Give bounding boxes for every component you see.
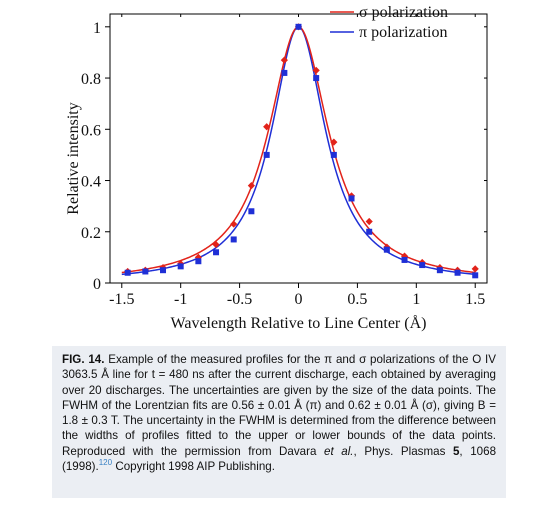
data-point-pi (295, 23, 302, 30)
data-point-pi (436, 267, 443, 274)
data-point-pi (366, 228, 373, 235)
data-point-sigma (365, 217, 373, 226)
y-axis-label: Relative intensity (65, 102, 82, 214)
x-tick-label: -1 (174, 291, 187, 308)
data-point-sigma (212, 240, 220, 249)
caption-et-al: et al. (324, 444, 354, 458)
data-point-pi (330, 151, 337, 158)
y-tick-label: 1 (93, 20, 101, 37)
data-point-sigma (194, 253, 202, 261)
data-point-pi (177, 263, 184, 270)
data-point-pi (454, 269, 461, 276)
x-tick-label: 1 (412, 291, 420, 308)
data-point-pi (230, 236, 237, 243)
caption-text-2: , Phys. Plasmas (353, 444, 453, 458)
data-point-pi (472, 272, 479, 279)
caption-text-3: , 1068 (1998). (62, 444, 497, 474)
data-point-pi (383, 246, 390, 253)
data-point-pi (124, 269, 131, 276)
fit-curve-pi (121, 26, 476, 276)
data-point-pi (313, 75, 320, 82)
data-point-sigma (230, 220, 238, 228)
caption-volume: 5 (452, 444, 460, 458)
y-tick-label: 0.8 (81, 71, 101, 88)
data-point-sigma (247, 182, 255, 190)
legend-label-pi: π polarization (359, 24, 448, 41)
x-tick-label: -1.5 (109, 291, 134, 308)
y-tick-label: 0.2 (81, 225, 101, 242)
data-point-pi (419, 262, 426, 269)
legend-label-sigma: σ polarization (359, 4, 448, 21)
data-point-sigma (330, 138, 338, 146)
chart-figure: -1.5 -1 -0.5 0 0.5 1 1.5 0 0.2 0.4 0.6 0.8 1 Waveleng… (65, 4, 488, 332)
chart-svg: -1.5 -1 -0.5 0 0.5 1 1.5 0 0.2 0.4 0.6 0.8 1 Waveleng… (65, 4, 488, 332)
data-point-pi (195, 258, 202, 265)
data-point-sigma (263, 123, 271, 131)
data-point-pi (281, 69, 288, 76)
x-tick-label: 1.5 (465, 291, 485, 308)
x-axis-label: Wavelength Relative to Line Center (Å) (171, 314, 427, 332)
fit-curve-sigma (121, 26, 476, 274)
caption-text-1: Example of the measured profiles for the… (62, 353, 496, 458)
figure-caption: FIG. 14. Example of the measured profile… (52, 346, 506, 498)
data-point-pi (348, 195, 355, 202)
data-point-sigma (280, 56, 288, 64)
y-tick-label: 0.6 (81, 122, 101, 139)
caption-reference-link[interactable]: 120 (98, 458, 113, 468)
data-point-pi (263, 151, 270, 158)
data-point-pi (248, 208, 255, 215)
data-point-sigma (312, 66, 320, 74)
y-tick-label: 0.4 (81, 174, 101, 191)
caption-label: FIG. 14. (62, 353, 105, 366)
x-tick-label: 0 (295, 291, 303, 308)
y-tick-label: 0 (93, 276, 101, 293)
plot-frame (109, 13, 488, 284)
x-tick-label: -0.5 (227, 291, 252, 308)
data-point-pi (401, 256, 408, 263)
data-point-pi (213, 249, 220, 256)
data-point-sigma (471, 265, 479, 273)
caption-text-4: Copyright 1998 AIP Publishing. (112, 460, 275, 474)
data-point-pi (160, 267, 167, 274)
data-point-pi (142, 268, 149, 275)
x-tick-label: 0.5 (347, 291, 367, 308)
